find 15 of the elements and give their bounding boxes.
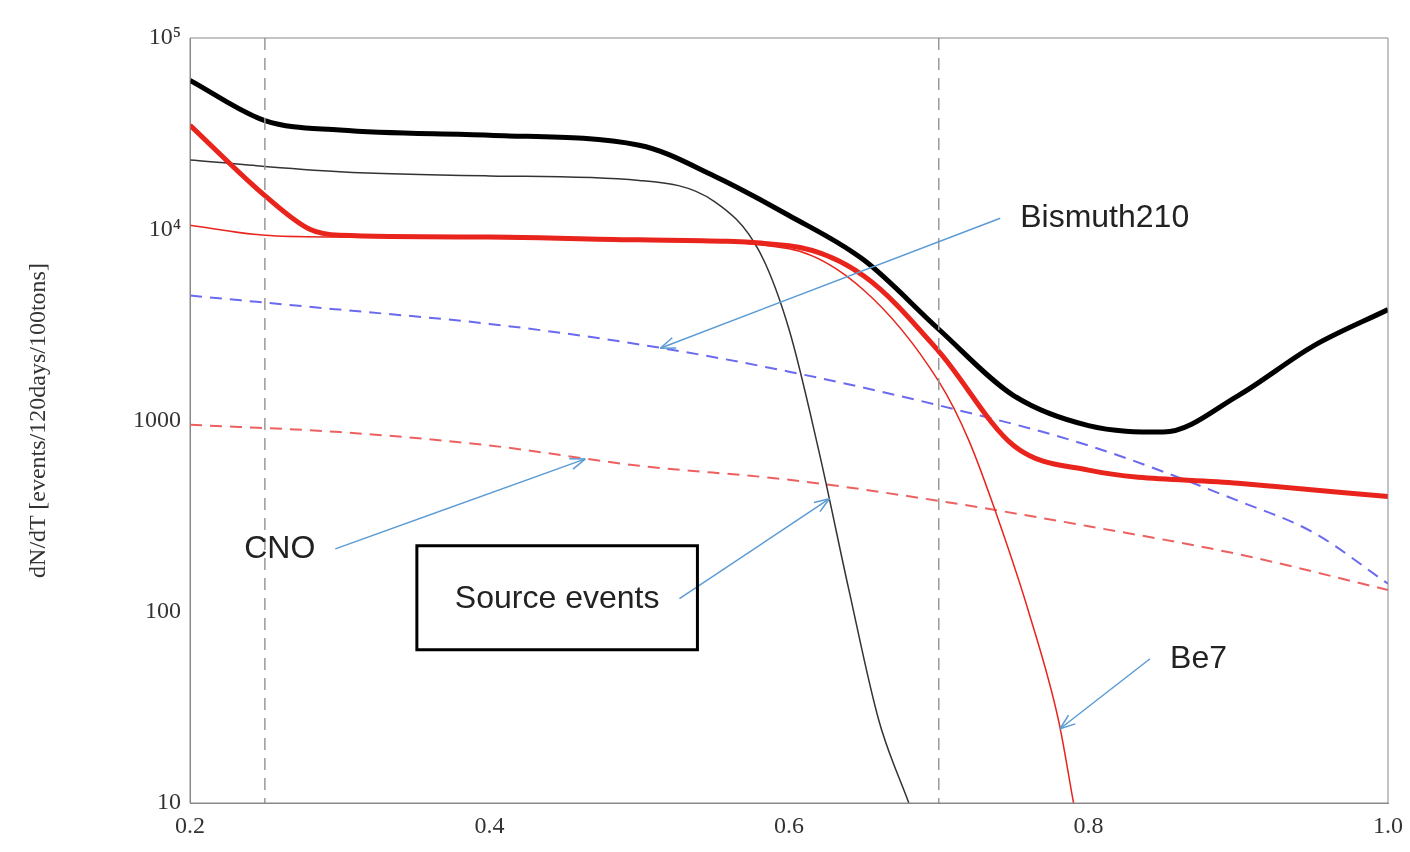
text: Bismuth210 [1020,198,1190,235]
x-tick-label: 0.4 [474,811,505,838]
y-tick-label: 1000 [133,405,181,432]
x-tick-label: 1.0 [1373,811,1403,838]
y-tick-label: 100 [145,597,181,624]
y-tick-label: 10⁵ [148,23,181,50]
x-tick-label: 0.8 [1073,811,1104,838]
y-tick-label: 10⁴ [148,214,181,241]
line-series [190,294,1388,585]
y-axis-title: dN/dT [events/120days/100tons] [23,263,50,578]
annotation: Source events [454,578,660,615]
x-tick-label: 0.6 [774,811,804,838]
annotation: CNO [244,528,316,565]
line-series [190,159,910,803]
text: Be7 [1170,638,1227,675]
